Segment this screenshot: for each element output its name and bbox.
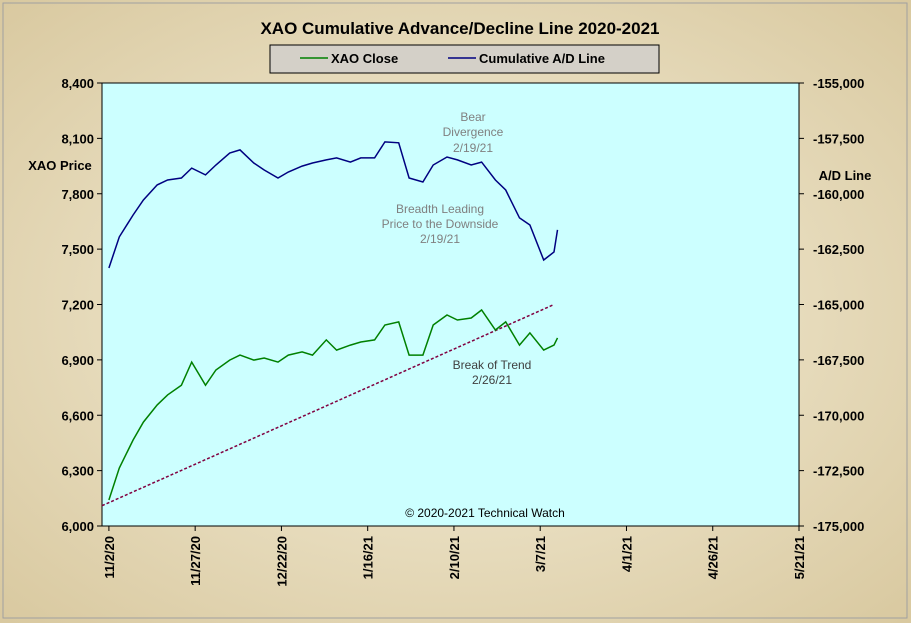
y2-tick-label: -162,500 <box>813 242 864 257</box>
series-line <box>108 308 559 501</box>
y-tick-label: 8,400 <box>61 76 94 91</box>
annotation-line: 2/19/21 <box>453 141 493 155</box>
legend-label: XAO Close <box>331 51 398 66</box>
footer: © 2020-2021 Technical Watch <box>405 506 565 520</box>
annotation-line: Divergence <box>443 125 504 139</box>
y-tick-label: 8,100 <box>61 131 94 146</box>
x-tick-label: 5/21/21 <box>792 536 807 579</box>
y2-tick-label: -157,500 <box>813 131 864 146</box>
y2-tick-label: -160,000 <box>813 187 864 202</box>
x-tick-label: 1/16/21 <box>361 536 376 579</box>
annotation-line: 2/26/21 <box>472 373 512 387</box>
plot-area <box>101 82 800 527</box>
annotation-line: Breadth Leading <box>396 202 484 216</box>
y2-axis-label: A/D Line <box>819 168 872 183</box>
y2-tick-label: -175,000 <box>813 519 864 534</box>
y-tick-label: 6,600 <box>61 408 94 423</box>
annotation: Break of Trend 2/26/21 <box>453 358 532 387</box>
y-tick-label: 7,500 <box>61 242 94 257</box>
annotation-line: Break of Trend <box>453 358 532 372</box>
y2-tick-label: -170,000 <box>813 408 864 423</box>
x-tick-label: 11/27/20 <box>188 536 203 586</box>
x-tick-label: 4/1/21 <box>619 536 634 572</box>
y-tick-label: 6,000 <box>61 519 94 534</box>
y-tick-label: 6,300 <box>61 464 94 479</box>
y2-tick-label: -172,500 <box>813 464 864 479</box>
x-tick-label: 4/26/21 <box>706 536 721 579</box>
x-tick-label: 2/10/21 <box>447 536 462 579</box>
legend <box>269 44 660 74</box>
annotation-line: Bear <box>460 110 485 124</box>
annotation-line: 2/19/21 <box>420 232 460 246</box>
series-line <box>108 141 559 269</box>
y-tick-label: 6,900 <box>61 353 94 368</box>
annotation: Breadth Leading Price to the Downside 2/… <box>382 202 499 246</box>
y2-tick-label: -155,000 <box>813 76 864 91</box>
y-tick-label: 7,800 <box>61 187 94 202</box>
y-tick-label: 7,200 <box>61 298 94 313</box>
chart-title: XAO Cumulative Advance/Decline Line 2020… <box>260 19 659 38</box>
y2-tick-label: -167,500 <box>813 353 864 368</box>
y2-tick-label: -165,000 <box>813 298 864 313</box>
legend-label: Cumulative A/D Line <box>479 51 605 66</box>
x-tick-label: 12/22/20 <box>274 536 289 587</box>
trend-line <box>101 303 555 507</box>
annotation: Bear Divergence 2/19/21 <box>443 110 504 155</box>
x-tick-label: 11/2/20 <box>102 536 117 579</box>
x-tick-label: 3/7/21 <box>533 536 548 572</box>
annotation-line: Price to the Downside <box>382 217 499 231</box>
y-axis-label: XAO Price <box>28 158 92 173</box>
